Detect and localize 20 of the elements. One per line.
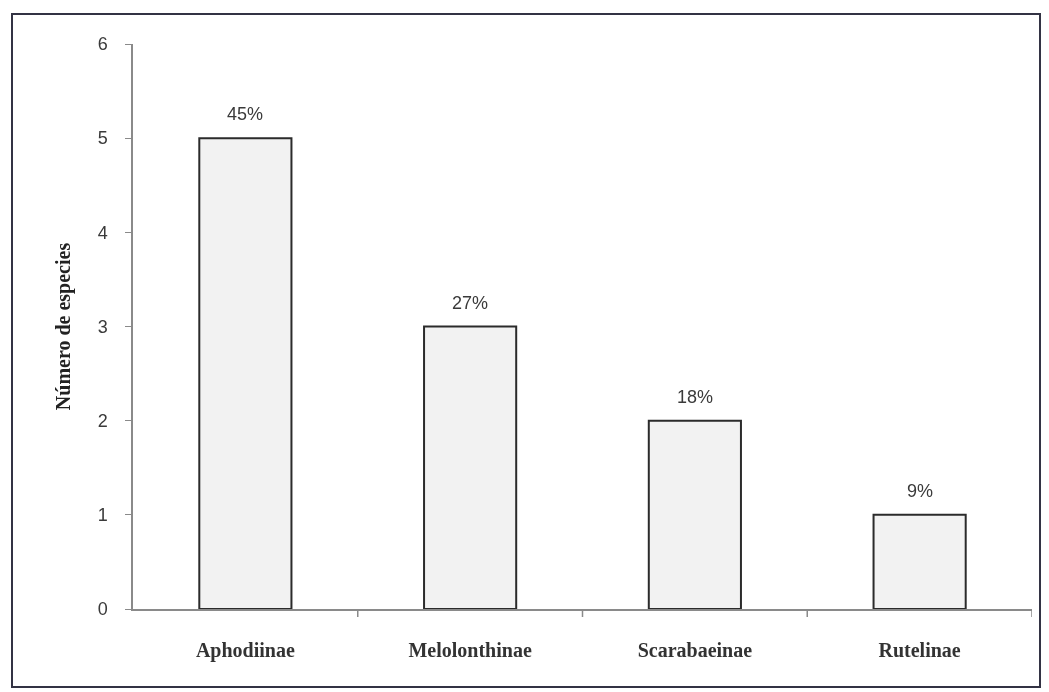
y-tick-label: 0 — [97, 599, 108, 620]
x-tick-label: Melolonthinae — [408, 638, 532, 661]
x-tick-label: Rutelinae — [878, 638, 961, 661]
y-axis-title: Número de especies — [51, 242, 75, 411]
bar — [647, 419, 742, 609]
y-tick-label: 1 — [97, 505, 108, 526]
y-tick-label: 3 — [97, 316, 108, 337]
annotation: 9% — [907, 481, 934, 501]
annotation: 18% — [677, 387, 714, 407]
y-tick-label: 2 — [97, 410, 108, 431]
annotation: 45% — [227, 104, 264, 124]
x-tick-label: Aphodiinae — [195, 638, 295, 662]
y-tick-label: 6 — [97, 34, 108, 55]
y-tick-label: 5 — [97, 128, 108, 149]
x-tick-label: Scarabaeinae — [637, 638, 753, 661]
bar — [198, 137, 293, 609]
bar — [872, 513, 967, 609]
annotation: 27% — [452, 293, 489, 313]
bar — [423, 325, 518, 609]
y-tick-label: 4 — [97, 222, 108, 243]
